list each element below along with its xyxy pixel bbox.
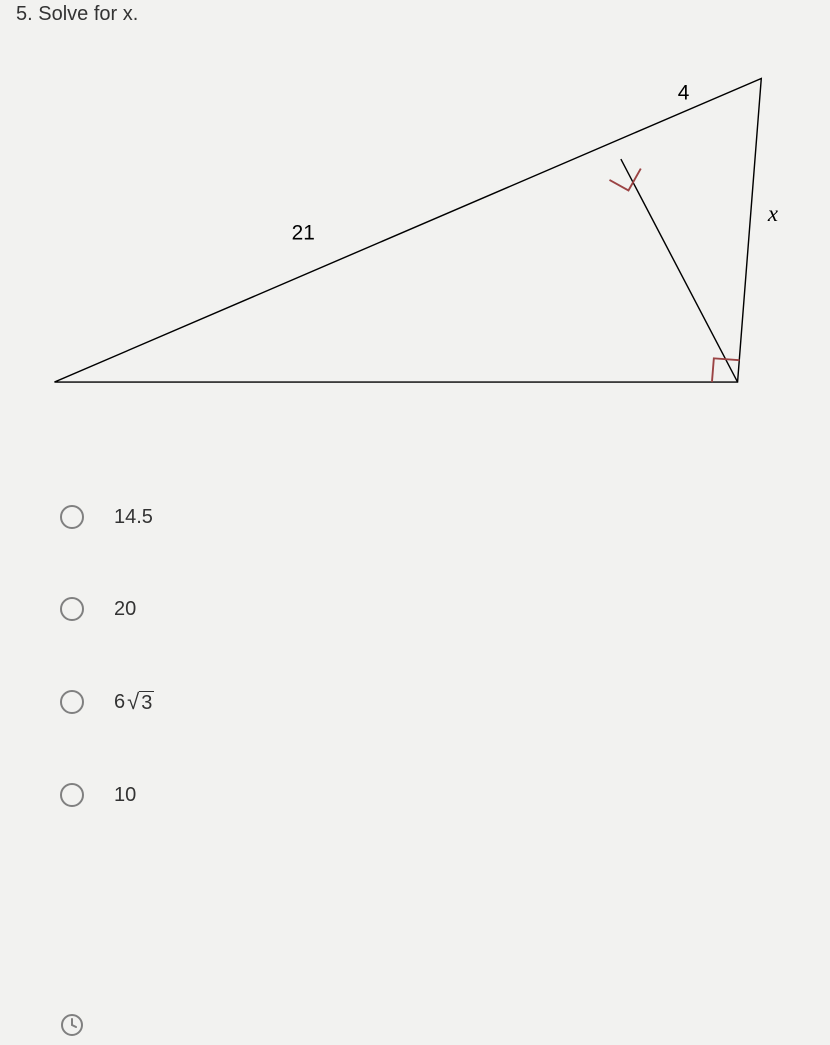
option-text: 10 (114, 784, 136, 807)
question-title: 5. Solve for x. (16, 3, 138, 26)
label-4: 4 (678, 81, 690, 104)
coefficient: 6 (114, 691, 125, 714)
triangle-svg: 21 4 x (30, 50, 800, 420)
option-row[interactable]: 10 (60, 783, 154, 807)
radio-button[interactable] (60, 690, 84, 714)
radio-button[interactable] (60, 783, 84, 807)
sqrt-expression: √ 3 (127, 689, 154, 715)
option-text: 20 (114, 598, 136, 621)
radicand: 3 (139, 691, 154, 714)
label-21: 21 (292, 222, 315, 245)
question-text: Solve for x. (38, 3, 138, 25)
option-row[interactable]: 20 (60, 597, 154, 621)
clock-icon (60, 1013, 84, 1037)
option-row[interactable]: 14.5 (60, 505, 154, 529)
triangle-altitude (621, 159, 738, 382)
radio-button[interactable] (60, 597, 84, 621)
triangle-diagram: 21 4 x (30, 50, 800, 420)
triangle-outline (54, 78, 761, 382)
option-text: 6 √ 3 (114, 689, 154, 715)
options-container: 14.5 20 6 √ 3 10 (60, 505, 154, 875)
sqrt-symbol: √ (127, 689, 139, 715)
question-number: 5. (16, 3, 33, 25)
label-x: x (767, 201, 778, 226)
option-text: 14.5 (114, 506, 153, 529)
option-row[interactable]: 6 √ 3 (60, 689, 154, 715)
radio-button[interactable] (60, 505, 84, 529)
